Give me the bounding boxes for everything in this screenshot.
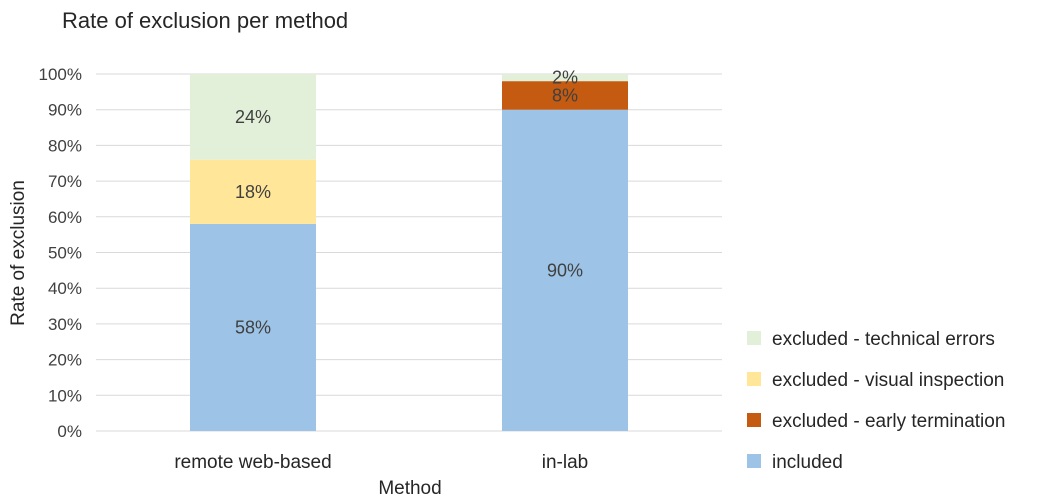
bar-segment — [190, 74, 316, 160]
segment-labels: 58% 18% 24% 90% 8%2% — [235, 68, 583, 338]
y-tick-label: 10% — [48, 386, 82, 405]
legend-entry: excluded - visual inspection — [772, 370, 1004, 391]
data-label: 58% — [235, 317, 271, 337]
x-axis-categories: remote web-based in-lab — [174, 452, 588, 473]
legend: excluded - technical errors excluded - vi… — [747, 329, 1005, 473]
y-tick-label: 60% — [48, 208, 82, 227]
y-tick-label: 90% — [48, 101, 82, 120]
legend-swatch — [747, 372, 761, 386]
y-tick-label: 50% — [48, 244, 82, 263]
x-category-label: remote web-based — [174, 452, 331, 473]
y-tick-label: 80% — [48, 136, 82, 155]
legend-entry: included — [772, 452, 843, 473]
y-tick-label: 30% — [48, 315, 82, 334]
data-label: 18% — [235, 182, 271, 202]
x-axis-label: Method — [378, 478, 441, 499]
y-tick-label: 20% — [48, 351, 82, 370]
x-category-label: in-lab — [542, 452, 588, 473]
legend-entry: excluded - early termination — [772, 411, 1005, 432]
data-label: 90% — [547, 260, 583, 280]
y-tick-label: 100% — [39, 65, 82, 84]
y-tick-label: 70% — [48, 172, 82, 191]
bar-segment — [190, 159, 316, 224]
legend-entry: excluded - technical errors — [772, 329, 995, 350]
y-axis-ticks: 0% 10% 20% 30% 40% 50% 60% 70% 80% 90% 100% — [39, 65, 82, 441]
y-axis-label: Rate of exclusion — [8, 180, 29, 326]
y-tick-label: 40% — [48, 279, 82, 298]
legend-swatch — [747, 454, 761, 468]
chart-title: Rate of exclusion per method — [62, 8, 348, 33]
bar-segment — [502, 109, 628, 431]
gridlines — [96, 73, 722, 432]
data-label: 24% — [235, 107, 271, 127]
bar-segment — [502, 74, 628, 82]
data-label: 2% — [552, 68, 578, 88]
bar-segment — [190, 223, 316, 431]
bars — [190, 74, 628, 431]
legend-swatch — [747, 331, 761, 345]
y-tick-label: 0% — [57, 422, 82, 441]
data-label: 8% — [552, 85, 578, 105]
bar-segment — [502, 81, 628, 110]
legend-swatch — [747, 413, 761, 427]
